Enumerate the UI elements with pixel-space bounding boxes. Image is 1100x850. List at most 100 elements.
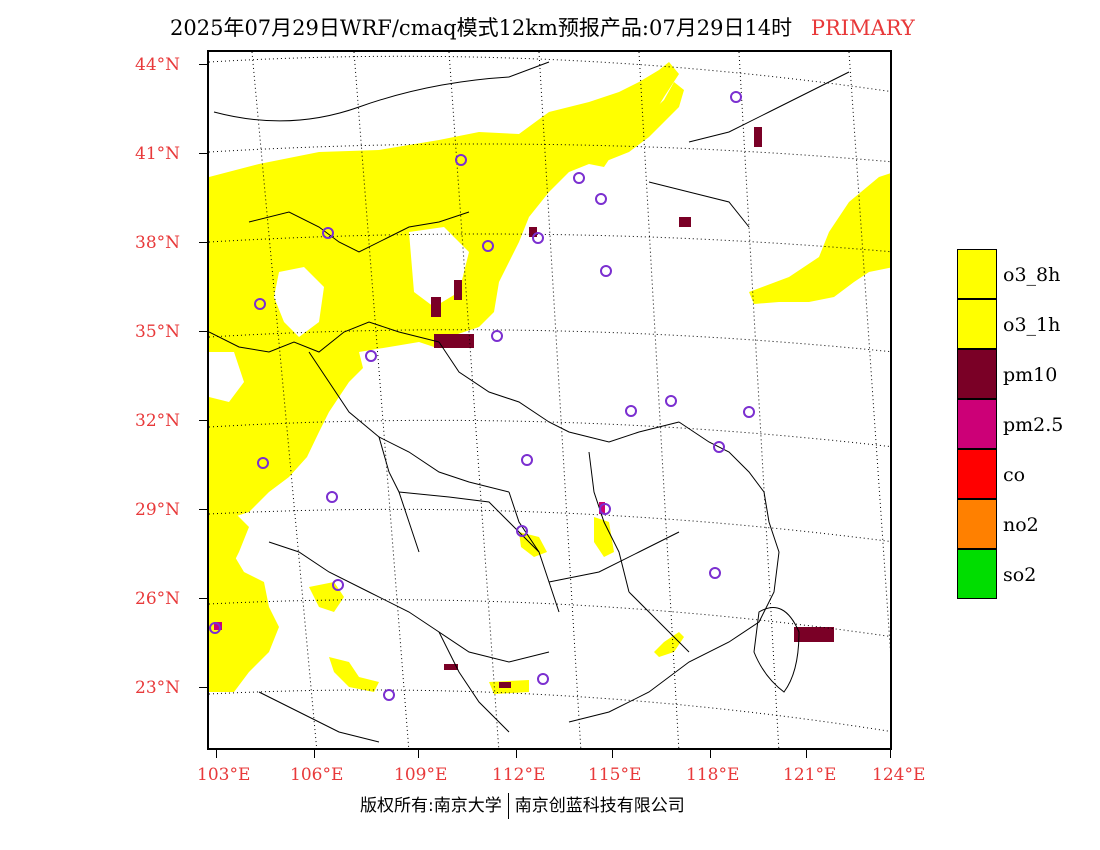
city-marker <box>625 405 637 417</box>
city-marker <box>713 441 725 453</box>
footer-divider <box>507 793 509 819</box>
city-marker <box>532 232 544 244</box>
lat-tick <box>199 420 207 421</box>
lon-tick <box>710 750 711 758</box>
title-text: 2025年07月29日WRF/cmaq模式12km预报产品:07月29日14时 <box>170 16 793 40</box>
map-title: 2025年07月29日WRF/cmaq模式12km预报产品:07月29日14时 … <box>170 12 915 42</box>
lat-label-26: 26°N <box>135 589 181 609</box>
pm10-patch <box>794 627 834 642</box>
boundaries <box>209 61 850 743</box>
legend-label-pm10: pm10 <box>1003 364 1058 386</box>
city-marker <box>365 350 377 362</box>
city-marker <box>257 457 269 469</box>
city-markers <box>209 91 755 701</box>
city-marker <box>743 406 755 418</box>
legend-label-so2: so2 <box>1003 564 1037 586</box>
lon-label-118: 118°E <box>686 765 740 785</box>
legend-label-no2: no2 <box>1003 514 1039 536</box>
city-marker <box>600 265 612 277</box>
o3-region-southwest <box>209 542 279 692</box>
pm10-patch <box>431 297 441 317</box>
lon-label-121: 121°E <box>783 765 837 785</box>
lat-tick <box>199 687 207 688</box>
city-marker <box>254 298 266 310</box>
city-marker <box>537 673 549 685</box>
city-marker <box>455 154 467 166</box>
o3-patch-south <box>309 582 344 612</box>
city-marker <box>332 579 344 591</box>
legend-swatch-o3-1h <box>957 299 997 349</box>
city-marker <box>521 454 533 466</box>
lat-label-32: 32°N <box>135 411 181 431</box>
lon-tick <box>216 750 217 758</box>
city-marker <box>383 689 395 701</box>
city-marker <box>209 622 221 634</box>
legend-label-o3-8h: o3_8h <box>1003 264 1061 286</box>
city-marker <box>491 330 503 342</box>
title-primary-tag: PRIMARY <box>810 16 915 40</box>
lon-label-115: 115°E <box>588 765 642 785</box>
lat-label-35: 35°N <box>135 322 181 342</box>
lon-tick <box>516 750 517 758</box>
o3-patch-south <box>519 532 547 557</box>
o3-patch-south <box>594 517 614 557</box>
pm10-patch <box>454 280 462 300</box>
lat-label-41: 41°N <box>135 144 181 164</box>
lon-label-103: 103°E <box>197 765 251 785</box>
pm10-patch <box>754 127 762 147</box>
city-marker <box>599 503 611 515</box>
lon-tick <box>314 750 315 758</box>
lat-tick <box>199 153 207 154</box>
lon-tick <box>418 750 419 758</box>
legend-label-pm25: pm2.5 <box>1003 414 1064 436</box>
clear-patch <box>209 352 244 402</box>
lat-tick <box>199 64 207 65</box>
o3-patch-south <box>654 632 684 657</box>
pm10-patch <box>529 227 537 237</box>
lon-tick <box>890 750 891 758</box>
lat-label-29: 29°N <box>135 500 181 520</box>
city-marker <box>595 193 607 205</box>
pm10-patch <box>444 664 458 670</box>
pm10-patch <box>499 682 511 688</box>
city-marker <box>573 172 585 184</box>
city-marker <box>730 91 742 103</box>
legend-label-o3-1h: o3_1h <box>1003 314 1061 336</box>
o3-patch-south <box>329 657 379 692</box>
copyright-footer: 版权所有:南京大学 南京创蓝科技有限公司 <box>360 791 685 819</box>
pm25-patch <box>599 502 605 514</box>
city-marker <box>326 491 338 503</box>
clear-patch <box>274 267 324 337</box>
city-marker <box>709 567 721 579</box>
map-canvas <box>209 52 890 748</box>
legend-swatch-no2 <box>957 499 997 549</box>
copyright-left: 版权所有:南京大学 <box>360 796 502 816</box>
legend-label-co: co <box>1003 464 1026 486</box>
lat-label-38: 38°N <box>135 233 181 253</box>
lon-label-112: 112°E <box>492 765 546 785</box>
lon-label-106: 106°E <box>290 765 344 785</box>
lat-tick <box>199 331 207 332</box>
legend-swatch-pm10 <box>957 349 997 399</box>
lon-label-124: 124°E <box>872 765 926 785</box>
clear-patch <box>359 342 459 407</box>
o3-region-yellow-sea <box>749 173 890 304</box>
pm10-patch <box>434 334 474 348</box>
lon-tick <box>612 750 613 758</box>
legend-swatch-pm25 <box>957 399 997 449</box>
map-area[interactable] <box>207 50 892 750</box>
pm10-patch <box>679 217 691 227</box>
city-marker <box>482 240 494 252</box>
lon-tick <box>806 750 807 758</box>
o3-region-northeast <box>604 82 684 162</box>
legend-swatch-o3-8h <box>957 249 997 299</box>
city-marker <box>665 395 677 407</box>
lat-label-44: 44°N <box>135 55 181 75</box>
legend-swatch-so2 <box>957 549 997 599</box>
lat-tick <box>199 598 207 599</box>
city-marker <box>516 525 528 537</box>
legend-swatch-co <box>957 449 997 499</box>
pm25-patch <box>214 622 222 630</box>
lat-label-23: 23°N <box>135 678 181 698</box>
copyright-right: 南京创蓝科技有限公司 <box>514 796 685 816</box>
